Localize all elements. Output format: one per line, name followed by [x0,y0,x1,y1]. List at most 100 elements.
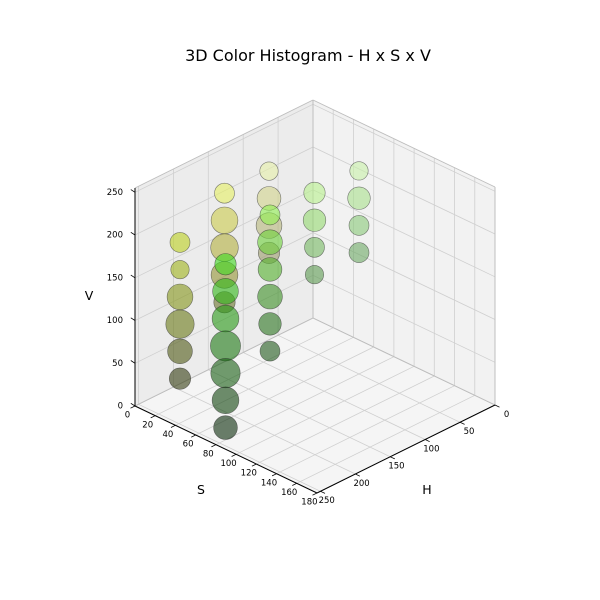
data-point [258,312,282,336]
z-tick-mark [130,274,136,279]
y-tick-mark [390,456,395,460]
grid-line-s-floor [277,334,461,423]
tick-marks [130,189,500,496]
data-point [349,161,369,181]
data-point [169,232,191,253]
grid-line-h-floor [175,336,354,426]
x-tick-label: 20 [142,420,153,430]
grid-line-h-floor [155,327,334,417]
x-axis-line [134,405,318,494]
grid-line-h-floor [296,394,475,484]
data-point [165,309,195,339]
data-point [304,265,324,285]
grid-line-v-wall-h [312,146,496,235]
data-point [259,204,281,226]
data-point [257,283,283,310]
data-point [259,161,279,181]
x-tick-mark [231,453,237,457]
z-tick-label: 50 [112,359,123,369]
x-tick-label: 0 [125,411,130,421]
y-tick-label: 50 [464,427,475,437]
grid-line-s-floor [138,403,321,492]
x-tick-label: 40 [162,430,173,440]
grid-line-h-floor [276,385,455,475]
pane-edge [312,99,496,188]
x-tick-mark [292,482,297,486]
data-point [211,304,240,333]
data-point [259,340,281,362]
grid-line-h-floor [256,375,435,465]
y-tick-label: 250 [319,496,335,506]
data-points [165,161,371,440]
data-point [210,206,239,235]
y-tick-mark [355,473,361,477]
data-point [304,237,325,258]
data-point [303,181,326,204]
grid-line-v-wall-h [312,103,496,192]
x-tick-label: 60 [183,440,194,450]
data-point [257,257,283,282]
y-tick-mark [494,404,500,408]
y-axis-label: S [197,482,205,497]
grid-line-v-wall-h [312,189,496,278]
z-tick-label: 100 [107,316,123,326]
grid-line-v-wall-s [134,103,314,193]
grid-line-v-wall-h [312,274,496,363]
data-point [348,242,370,263]
x-tick-label: 80 [203,449,214,459]
axis-lines [134,99,496,494]
z-tick-label: 0 [118,402,123,412]
z-tick-label: 250 [107,188,123,198]
pane-edge [312,317,496,406]
z-tick-mark [130,317,136,321]
data-point [169,367,192,390]
data-point [348,215,370,236]
grid-line-s-floor [243,352,426,440]
data-point [210,358,241,389]
y-tick-mark [320,490,326,494]
data-point [214,182,235,204]
data-point [213,415,238,440]
y-tick-label: 0 [504,410,509,420]
x-tick-label: 160 [281,488,297,498]
y-axis-line [316,404,496,494]
y-tick-label: 200 [353,479,369,489]
data-point [212,278,239,305]
x-tick-mark [150,415,156,419]
data-point [211,386,240,414]
pane-edge [134,99,314,189]
data-point [257,229,283,255]
z-tick-mark [130,402,136,407]
z-tick-mark [130,360,136,364]
y-tick-label: 100 [423,444,439,454]
x-tick-mark [312,492,318,496]
x-tick-mark [191,434,196,438]
z-tick-label: 150 [107,273,123,283]
x-tick-label: 100 [220,459,236,469]
x-axis-label: H [422,482,431,497]
data-point [302,208,327,232]
grid-line-h-floor [235,365,415,455]
x-tick-label: 140 [261,478,277,488]
data-point [347,186,371,210]
x-tick-mark [251,463,257,467]
x-tick-mark [130,405,136,409]
x-tick-label: 120 [241,469,257,479]
y-tick-label: 150 [388,462,404,472]
z-tick-mark [130,231,136,236]
x-tick-label: 180 [301,498,317,508]
grid-line-s-floor [173,386,356,475]
data-point [214,253,237,276]
y-tick-mark [425,439,430,443]
data-point [210,330,241,362]
grid-line-v-wall-h [312,232,496,320]
x-tick-mark [271,473,277,477]
x-tick-mark [170,424,176,428]
data-point [167,338,193,364]
z-tick-label: 200 [107,231,123,241]
z-axis-label: V [85,288,94,303]
grid-line-s-floor [208,369,391,458]
chart-title: 3D Color Histogram - H x S x V [185,46,431,65]
z-tick-mark [130,189,136,193]
y-tick-mark [459,421,465,425]
